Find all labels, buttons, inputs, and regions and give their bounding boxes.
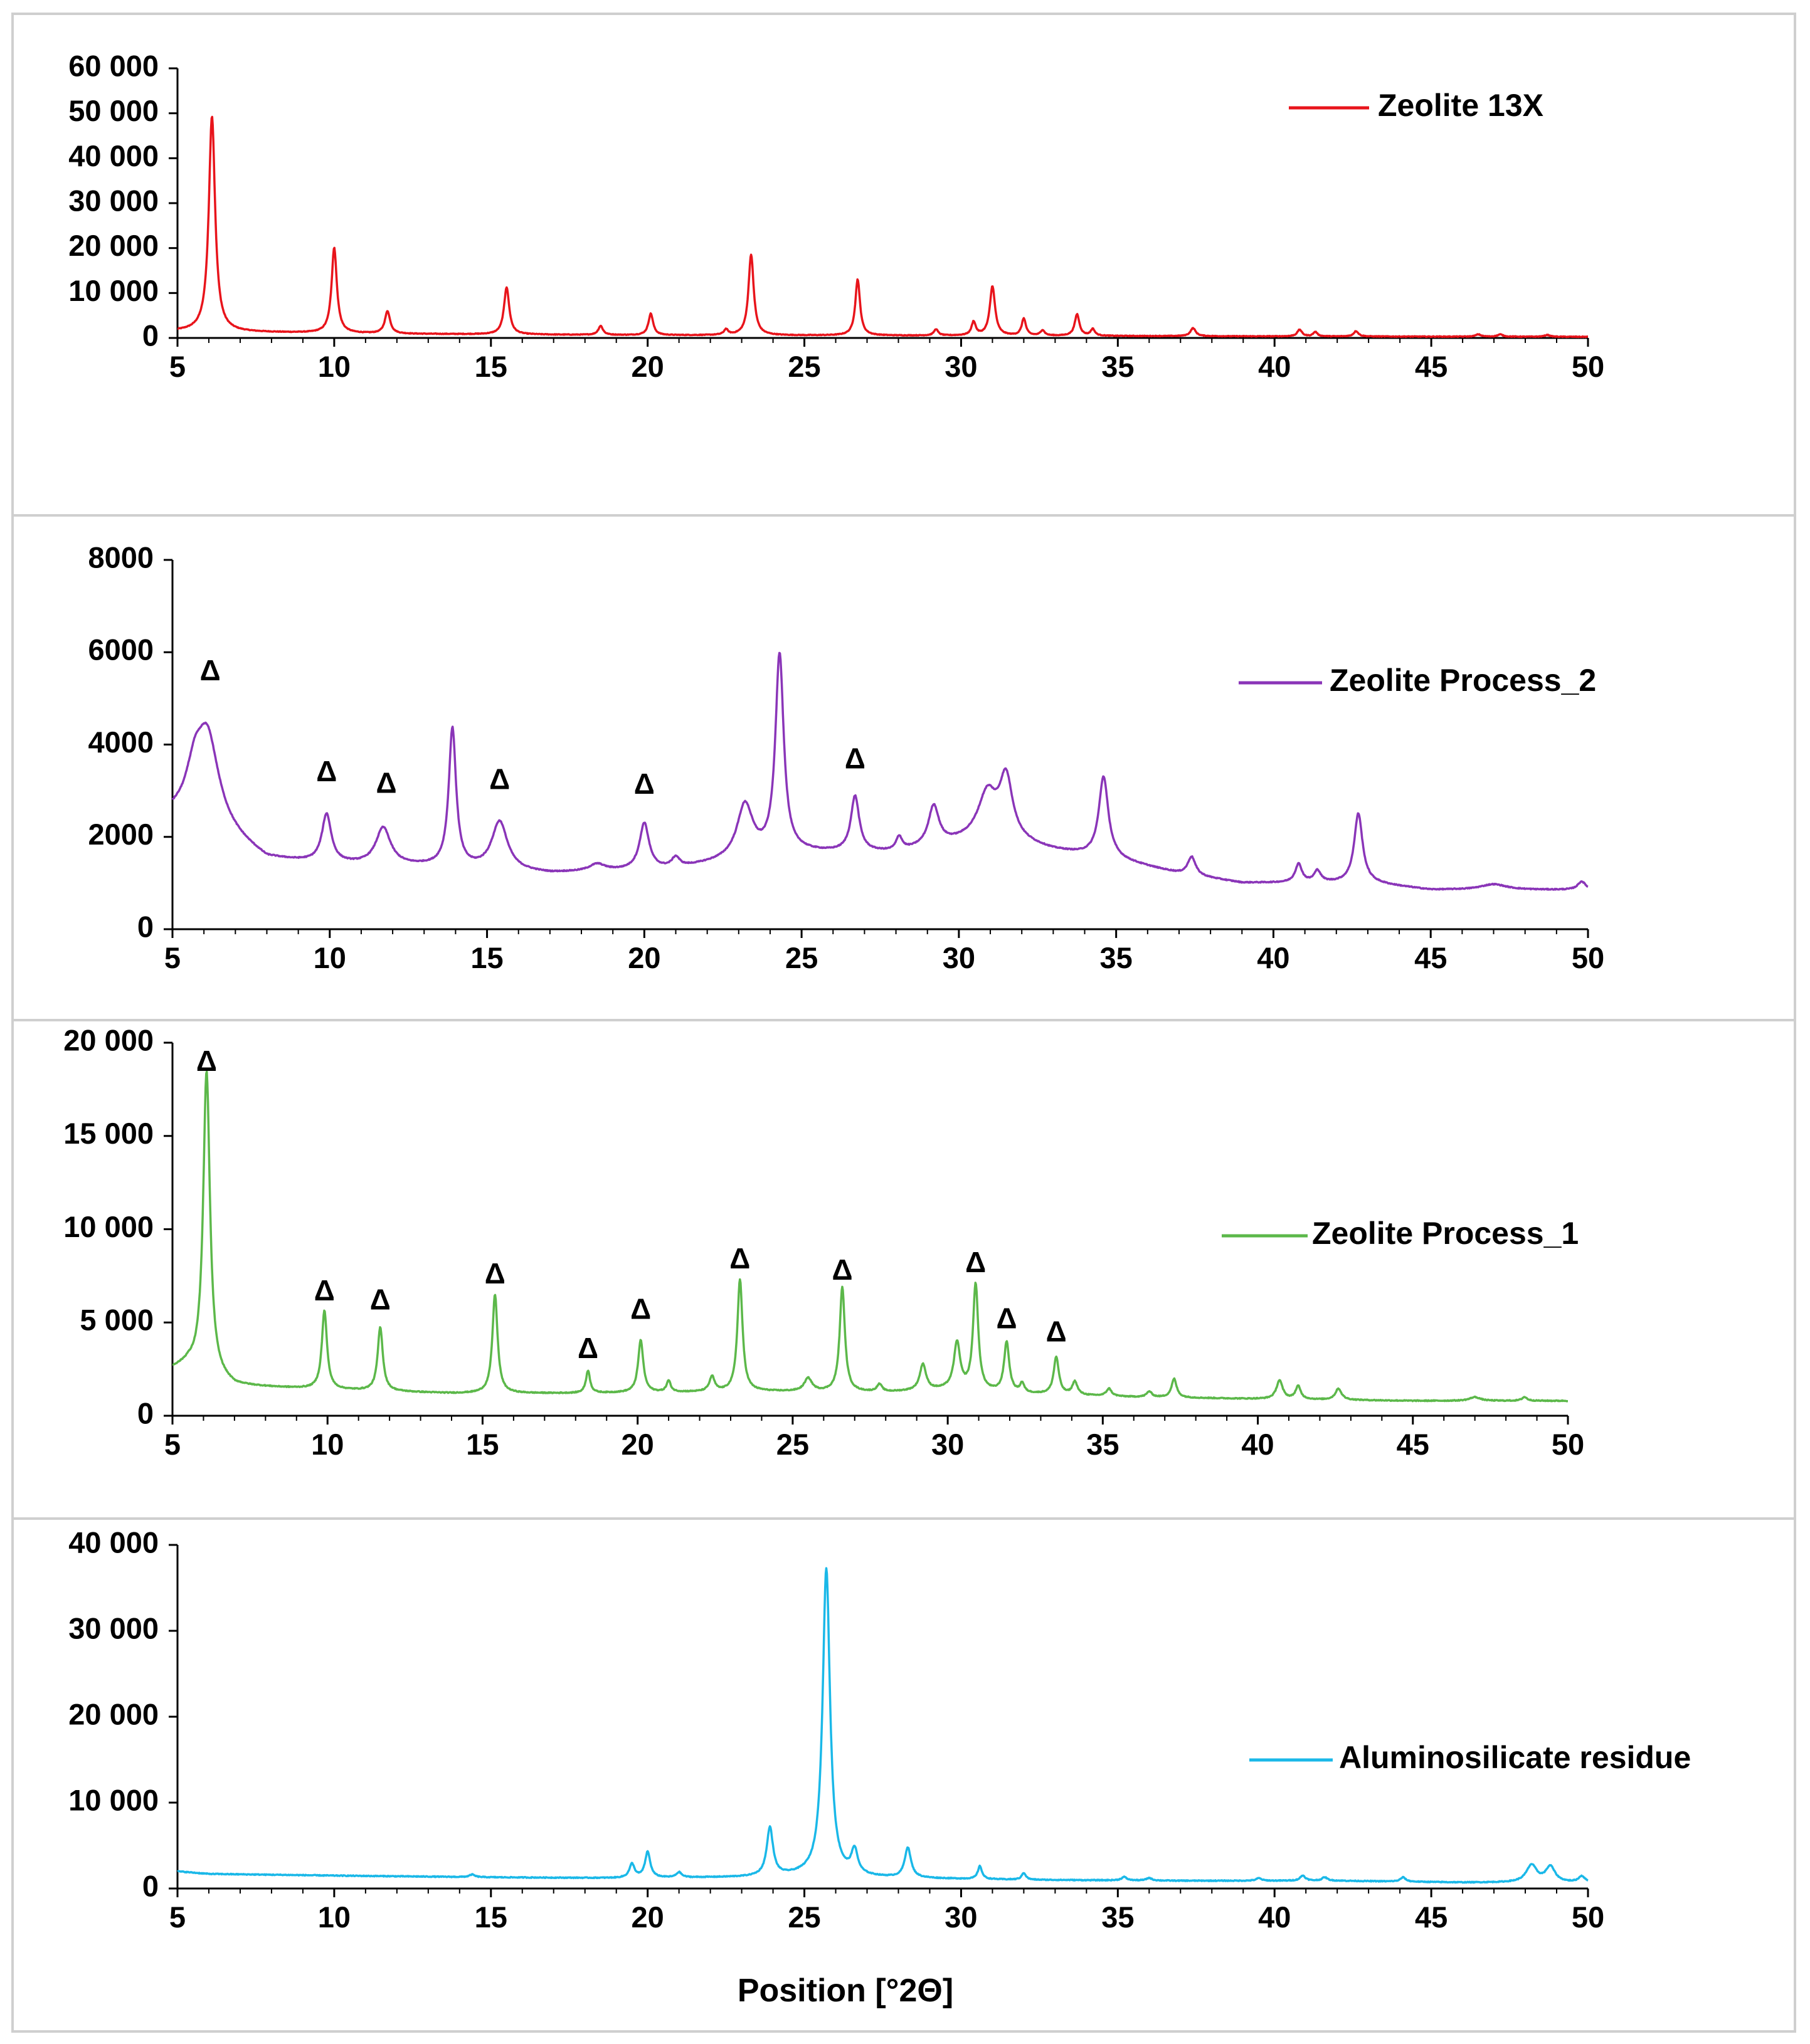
y-tick-label: 4000	[88, 725, 154, 759]
series-line	[171, 651, 1589, 891]
x-tick-label: 45	[1415, 1900, 1447, 1934]
series-line	[172, 1070, 1569, 1403]
x-tick-label: 15	[475, 1900, 507, 1934]
x-tick-label: 10	[311, 1428, 344, 1461]
plot-area: 0 5 000 10 000 15 000 20 000 5 10 15 20 25 30 35 40 4…	[63, 1023, 1584, 1461]
x-tick-label: 30	[945, 1900, 977, 1934]
x-tick-label: 35	[1100, 941, 1133, 974]
x-tick-label: 30	[931, 1428, 964, 1461]
plot-area: 0 10 000 20 000 30 000 40 000 50 000 60 000 5 10…	[68, 49, 1604, 383]
x-tick-label: 20	[628, 941, 660, 974]
panel-zeolite-process-1: 0 5 000 10 000 15 000 20 000 5 10 15 20 25 30 35 40 4…	[11, 1019, 1796, 1520]
y-tick-label: 10 000	[68, 1783, 159, 1816]
plot-area: 0 2000 4000 6000 8000 5 10 15 20 25 30 35 40 45 50 Δ Δ Δ Δ…	[88, 540, 1604, 974]
x-tick-label: 35	[1101, 1900, 1134, 1934]
y-tick-label: 6000	[88, 633, 154, 666]
peak-marker: Δ	[1046, 1315, 1067, 1347]
x-tick-label: 15	[470, 941, 503, 974]
y-tick-label: 20 000	[63, 1023, 154, 1056]
x-tick-label: 5	[169, 350, 186, 383]
peak-marker: Δ	[965, 1246, 986, 1278]
y-tick-label: 60 000	[68, 49, 159, 82]
y-tick-label: 40 000	[68, 1525, 159, 1559]
x-tick-label: 35	[1086, 1428, 1119, 1461]
peak-marker: Δ	[196, 1045, 217, 1077]
x-tick-label: 45	[1414, 941, 1447, 974]
y-tick-label: 0	[137, 1396, 154, 1430]
x-tick-label: 50	[1572, 941, 1604, 974]
y-tick-label: 20 000	[68, 229, 159, 262]
x-tick-label: 15	[466, 1428, 499, 1461]
x-tick-label: 50	[1552, 1428, 1584, 1461]
series-line	[177, 115, 1589, 339]
panel-aluminosilicate-residue: 0 10 000 20 000 30 000 40 000 5 10 15 20 25 30 35 40…	[11, 1517, 1796, 2033]
peak-marker: Δ	[200, 654, 221, 687]
y-tick-label: 30 000	[68, 184, 159, 217]
panel-zeolite-13x: 0 10 000 20 000 30 000 40 000 50 000 60 000 5 10…	[11, 13, 1796, 517]
peak-marker: Δ	[370, 1283, 391, 1316]
y-tick-label: 20 000	[68, 1697, 159, 1731]
plot-area: 0 10 000 20 000 30 000 40 000 5 10 15 20 25 30 35 40…	[68, 1525, 1604, 1934]
x-tick-label: 5	[164, 941, 181, 974]
x-tick-label: 20	[622, 1428, 654, 1461]
y-tick-label: 40 000	[68, 139, 159, 172]
x-tick-label: 40	[1258, 1900, 1291, 1934]
x-tick-label: 5	[169, 1900, 186, 1934]
peak-marker: Δ	[376, 766, 397, 799]
x-tick-label: 10	[318, 350, 351, 383]
x-tick-label: 10	[318, 1900, 351, 1934]
x-tick-label: 25	[785, 941, 818, 974]
panel-zeolite-process-2: 0 2000 4000 6000 8000 5 10 15 20 25 30 35 40 45 50 Δ Δ Δ Δ…	[11, 514, 1796, 1021]
x-tick-label: 40	[1258, 350, 1291, 383]
x-tick-label: 45	[1397, 1428, 1429, 1461]
peak-marker: Δ	[634, 767, 655, 800]
y-tick-label: 10 000	[63, 1210, 154, 1243]
x-tick-label: 50	[1572, 350, 1604, 383]
panel-border	[11, 1517, 1796, 2033]
x-tick-label: 35	[1101, 350, 1134, 383]
x-tick-label: 20	[632, 350, 664, 383]
peak-marker: Δ	[489, 763, 510, 796]
y-tick-label: 0	[137, 910, 154, 943]
y-tick-label: 10 000	[68, 274, 159, 307]
peak-marker: Δ	[485, 1257, 505, 1290]
y-tick-label: 15 000	[63, 1117, 154, 1150]
peak-marker: Δ	[314, 1274, 335, 1307]
x-tick-label: 25	[788, 1900, 820, 1934]
peak-marker: Δ	[832, 1253, 852, 1286]
peak-marker: Δ	[845, 742, 865, 774]
y-tick-label: 30 000	[68, 1611, 159, 1645]
x-tick-label: 20	[632, 1900, 664, 1934]
y-tick-label: 0	[142, 319, 159, 352]
x-tick-label: 30	[945, 350, 977, 383]
x-tick-label: 5	[164, 1428, 181, 1461]
x-tick-label: 25	[776, 1428, 809, 1461]
y-tick-label: 2000	[88, 818, 154, 851]
y-tick-label: 5 000	[80, 1304, 154, 1337]
x-tick-label: 40	[1241, 1428, 1274, 1461]
x-tick-label: 50	[1572, 1900, 1604, 1934]
legend-label: Zeolite 13X	[1378, 88, 1543, 123]
x-tick-label: 40	[1257, 941, 1289, 974]
series-line	[177, 1567, 1589, 1884]
legend-label: Zeolite Process_1	[1312, 1216, 1579, 1251]
peak-marker: Δ	[997, 1302, 1017, 1334]
x-tick-label: 15	[475, 350, 507, 383]
x-axis-label: Position [°2Θ]	[738, 1973, 953, 2009]
y-tick-label: 50 000	[68, 94, 159, 127]
peak-marker: Δ	[630, 1293, 651, 1325]
legend-label: Aluminosilicate residue	[1339, 1740, 1691, 1775]
peak-marker: Δ	[729, 1242, 750, 1275]
x-tick-label: 30	[943, 941, 975, 974]
legend-label: Zeolite Process_2	[1330, 663, 1596, 698]
x-tick-label: 25	[788, 350, 820, 383]
y-tick-label: 0	[142, 1869, 159, 1902]
y-tick-label: 8000	[88, 540, 154, 574]
x-tick-label: 45	[1415, 350, 1447, 383]
peak-marker: Δ	[316, 755, 337, 788]
peak-marker: Δ	[578, 1332, 598, 1364]
x-tick-label: 10	[314, 941, 346, 974]
